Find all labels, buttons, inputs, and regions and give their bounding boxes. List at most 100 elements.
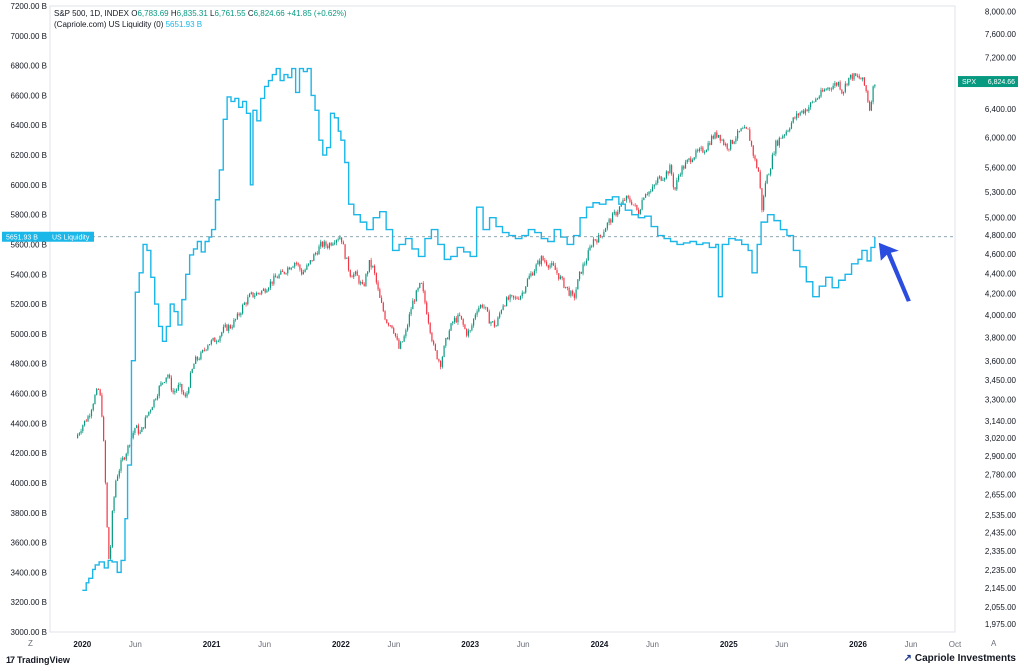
spx-candle-body: [573, 294, 575, 298]
spx-candle-body: [493, 321, 496, 327]
spx-candle-body: [540, 256, 542, 265]
right-tick-label: 4,400.00: [985, 269, 1017, 278]
spx-candle-body: [103, 416, 105, 441]
x-tick-label: Jun: [646, 640, 659, 649]
spx-legend-title: S&P 500, 1D, INDEX: [54, 9, 129, 18]
spx-candle-body: [763, 196, 765, 211]
spx-candle-body: [497, 317, 499, 326]
spx-candle-body: [705, 150, 707, 153]
spx-candle-body: [80, 431, 82, 434]
tradingview-label: TradingView: [17, 655, 70, 665]
spx-badge-value: 6,824.66: [988, 79, 1015, 86]
plot-frame: [49, 5, 956, 633]
x-tick-label: 2022: [332, 640, 350, 649]
low-value: 6,761.55: [214, 9, 246, 18]
close-value: 6,824.66: [253, 9, 285, 18]
right-tick-label: 3,300.00: [985, 395, 1017, 404]
spx-candle-body: [377, 282, 379, 290]
spx-candle-body: [836, 82, 838, 86]
spx-candle-body: [351, 276, 353, 278]
right-tick-label: 3,450.00: [985, 376, 1017, 385]
high-label: H: [170, 9, 177, 18]
spx-candle-body: [521, 292, 523, 296]
spx-candle-body: [97, 389, 100, 390]
right-tick-label: 4,000.00: [985, 311, 1017, 320]
spx-candle-body: [141, 427, 143, 433]
spx-candle-body: [506, 297, 508, 307]
spx-candle-body: [615, 211, 617, 216]
spx-candle-body: [353, 273, 355, 278]
spx-candle-body: [625, 195, 628, 201]
spx-candle-body: [749, 129, 751, 141]
spx-candle-body: [403, 336, 405, 342]
spx-candle-body: [770, 169, 772, 175]
spx-candle-body: [327, 245, 329, 248]
spx-candle-body: [262, 289, 265, 291]
spx-candle-body: [750, 140, 753, 146]
spx-candle-body: [848, 77, 850, 85]
spx-candle-body: [596, 240, 598, 243]
spx-candle-body: [186, 393, 188, 397]
spx-candle-body: [195, 356, 197, 364]
spx-candle-body: [337, 239, 339, 241]
spx-candle-body: [698, 148, 701, 152]
spx-candle-body: [452, 322, 454, 324]
spx-candle-body: [339, 237, 341, 240]
spx-candle-body: [679, 174, 681, 176]
spx-candle-body: [137, 425, 139, 434]
spx-candle-body: [556, 269, 558, 274]
capriole-label: Capriole Investments: [914, 653, 1016, 664]
left-tick-label: 6400.00 B: [11, 121, 47, 130]
spx-candle-body: [747, 128, 749, 130]
spx-candle-body: [745, 127, 747, 129]
spx-candle-body: [683, 166, 685, 169]
spx-candle-body: [547, 265, 549, 268]
spx-candle-body: [431, 332, 433, 342]
spx-candle-body: [570, 291, 572, 296]
spx-candle-body: [174, 390, 176, 393]
left-tick-label: 3400.00 B: [11, 568, 47, 577]
spx-candle-body: [76, 434, 79, 439]
right-tick-label: 7,600.00: [985, 30, 1017, 39]
spx-candle-body: [644, 194, 647, 198]
spx-candle-body: [231, 327, 233, 329]
spx-candle-body: [429, 322, 431, 333]
spx-candle-body: [818, 96, 820, 99]
spx-candle-body: [582, 264, 584, 274]
spx-candle-body: [165, 377, 167, 383]
spx-candle-body: [554, 265, 556, 270]
spx-candle-body: [690, 158, 692, 163]
spx-candle-body: [598, 234, 600, 243]
spx-candle-body: [136, 425, 138, 429]
spx-candle-body: [525, 286, 527, 293]
spx-candle-body: [539, 260, 541, 265]
spx-candle-body: [361, 282, 364, 284]
axis-corner-left[interactable]: Z: [28, 639, 33, 648]
left-tick-label: 4000.00 B: [11, 479, 47, 488]
spx-candle-body: [382, 302, 384, 312]
spx-candle-body: [104, 440, 106, 483]
spx-candle-body: [413, 300, 416, 302]
right-tick-label: 3,600.00: [985, 357, 1017, 366]
spx-candle-body: [771, 154, 773, 170]
spx-candle-body: [311, 260, 313, 261]
liquidity-legend-value: 5651.93 B: [165, 20, 203, 29]
axis-corner-right[interactable]: A: [991, 639, 997, 648]
spx-candle-body: [809, 102, 812, 108]
right-tick-label: 7,200.00: [985, 54, 1017, 63]
spx-candle-body: [684, 162, 687, 169]
spx-candle-body: [768, 174, 770, 176]
spx-candle-body: [149, 410, 152, 412]
right-tick-label: 2,655.00: [985, 491, 1017, 500]
spx-candle-body: [646, 194, 648, 196]
spx-candle-body: [738, 130, 740, 132]
spx-candle-body: [844, 83, 846, 92]
spx-candle-body: [499, 313, 501, 318]
spx-candle-body: [189, 372, 192, 388]
spx-badge-label: SPX: [962, 79, 976, 86]
spx-candle-body: [776, 140, 779, 146]
spx-candle-body: [634, 204, 636, 206]
spx-candle-body: [794, 117, 796, 119]
right-tick-label: 5,300.00: [985, 188, 1017, 197]
x-tick-label: Jun: [905, 640, 918, 649]
